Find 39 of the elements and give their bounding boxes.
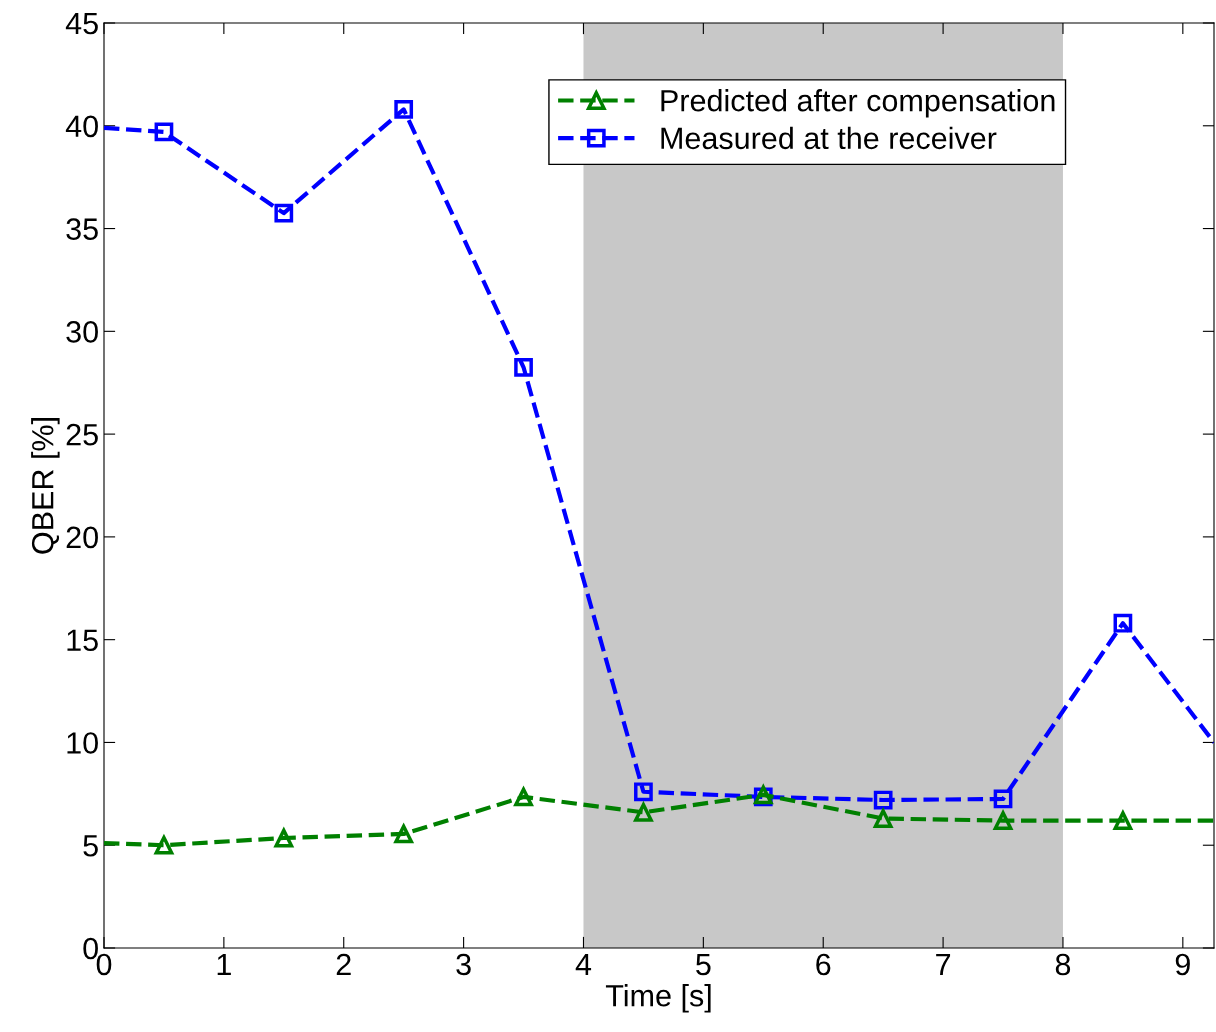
point bbox=[873, 809, 893, 828]
legend-label: Predicted after compensation bbox=[661, 89, 1055, 118]
point bbox=[154, 122, 174, 142]
y-tick-label: 5 bbox=[83, 835, 98, 857]
legend-label: Measured at the receiver bbox=[661, 126, 997, 150]
y-tick-label: 35 bbox=[66, 218, 98, 240]
point bbox=[393, 822, 414, 844]
x-tick-label: 6 bbox=[816, 953, 831, 976]
point bbox=[993, 789, 1013, 809]
y-tick-label: 30 bbox=[66, 321, 98, 343]
point bbox=[274, 203, 294, 223]
y-tick-label: 40 bbox=[65, 115, 98, 138]
y-tick-label: 20 bbox=[66, 526, 98, 549]
point bbox=[1113, 811, 1133, 830]
x-tick-label: 2 bbox=[336, 953, 351, 975]
point bbox=[513, 785, 534, 807]
point bbox=[993, 811, 1013, 830]
y-tick-label: 10 bbox=[67, 732, 98, 754]
y-axis-title: QBER [%] bbox=[31, 418, 60, 554]
x-tick-label: 9 bbox=[1175, 953, 1190, 976]
point bbox=[153, 833, 175, 855]
x-tick-label: 4 bbox=[575, 953, 592, 975]
point bbox=[634, 782, 653, 802]
point bbox=[394, 99, 414, 119]
x-tick-label: 7 bbox=[936, 953, 951, 975]
x-axis-title: Time [s] bbox=[605, 984, 711, 1013]
point bbox=[273, 826, 295, 848]
point bbox=[633, 800, 654, 822]
y-tick-label: 45 bbox=[65, 13, 98, 35]
x-tick-label: 5 bbox=[696, 953, 711, 976]
y-tick-label: 0 bbox=[83, 937, 98, 960]
point bbox=[514, 357, 533, 377]
x-tick-label: 3 bbox=[456, 953, 471, 976]
point bbox=[873, 790, 893, 810]
x-tick-label: 8 bbox=[1055, 953, 1071, 976]
y-tick-label: 15 bbox=[67, 629, 98, 652]
y-tick-label: 25 bbox=[66, 423, 98, 446]
point bbox=[1113, 613, 1133, 633]
x-tick-label: 1 bbox=[217, 953, 231, 975]
